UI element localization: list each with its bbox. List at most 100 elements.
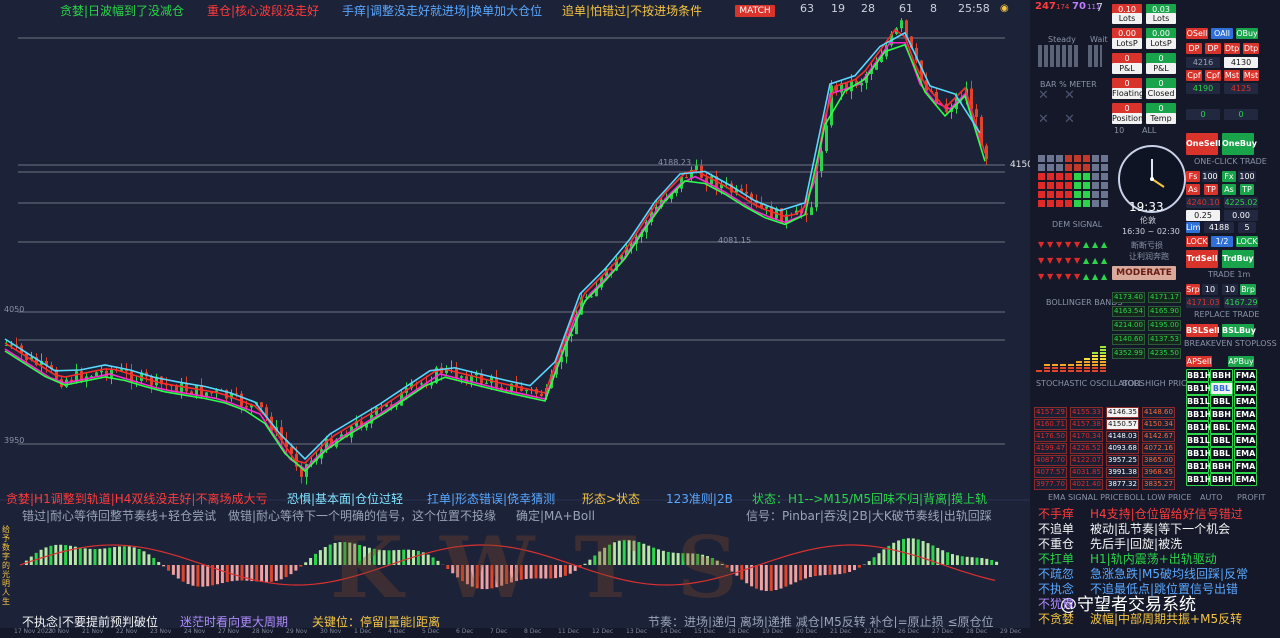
price-field-g[interactable]: 4171.03: [1186, 297, 1220, 308]
mid-rule-2: 恐惧|基本面|仓位过轻: [287, 492, 404, 506]
bb-toggle-button[interactable]: EMA: [1234, 395, 1257, 408]
fx-button[interactable]: Fx: [1222, 171, 1236, 182]
bb-toggle-button[interactable]: FMA: [1234, 369, 1257, 382]
fs-value[interactable]: 100: [1202, 171, 1218, 182]
price-field-b[interactable]: 4130: [1224, 57, 1258, 68]
bb-toggle-button[interactable]: BB1H: [1186, 369, 1212, 382]
bb-toggle-button[interactable]: BB1H: [1186, 382, 1212, 395]
fx-value[interactable]: 100: [1238, 171, 1256, 182]
zero-field-b[interactable]: 0: [1224, 109, 1258, 120]
bb-toggle-button[interactable]: BBL: [1210, 395, 1233, 408]
ap-buy-button[interactable]: APBuy: [1228, 356, 1254, 367]
bb-toggle-button[interactable]: BB1H: [1186, 460, 1212, 473]
dtp-button-b[interactable]: Dtp: [1243, 43, 1259, 54]
signal-cell: [1074, 191, 1081, 198]
bb-toggle-button[interactable]: BBH: [1210, 460, 1233, 473]
bb-toggle-button[interactable]: BB1H: [1186, 421, 1212, 434]
trd-sell-button[interactable]: TrdSell: [1186, 250, 1218, 268]
candle-body: [225, 389, 228, 399]
bb-toggle-button[interactable]: BB1H: [1186, 447, 1212, 460]
osell-button[interactable]: OSell: [1186, 28, 1208, 39]
price-chart[interactable]: 贪婪|日波幅到了没减仓 重仓|核心波段没走好 手痒|调整没走好就进场|换单加大仓…: [0, 0, 1030, 628]
mst-button-b[interactable]: Mst: [1243, 70, 1259, 81]
one-buy-button[interactable]: OneBuy: [1222, 133, 1257, 155]
lock-buy-button[interactable]: LOCK: [1236, 236, 1258, 247]
bb-toggle-button[interactable]: BB1H: [1186, 473, 1212, 486]
bb-toggle-button[interactable]: EMA: [1234, 421, 1257, 434]
ap-sell-button[interactable]: APSell: [1186, 356, 1212, 367]
closed-button[interactable]: Closed: [1146, 88, 1176, 99]
pl-button-a[interactable]: P&L: [1112, 63, 1142, 74]
bb-toggle-button[interactable]: BBH: [1210, 473, 1233, 486]
trd-buy-button[interactable]: TrdBuy: [1222, 250, 1254, 268]
lim-count[interactable]: 5: [1238, 222, 1256, 233]
lots-value-a[interactable]: 0.10: [1112, 4, 1142, 15]
tp-buy-button[interactable]: TP: [1240, 184, 1254, 195]
price-field-f[interactable]: 4225.02: [1224, 197, 1258, 208]
ma-line-cyan: [4, 31, 981, 461]
bb-toggle-button[interactable]: EMA: [1234, 408, 1257, 421]
bb-toggle-button[interactable]: BB1L: [1186, 395, 1210, 408]
lots-button-b[interactable]: Lots: [1146, 13, 1176, 24]
dtp-button-a[interactable]: Dtp: [1224, 43, 1240, 54]
mst-button-a[interactable]: Mst: [1224, 70, 1240, 81]
obuy-button[interactable]: OBuy: [1236, 28, 1258, 39]
lim-price[interactable]: 4188: [1204, 222, 1234, 233]
bb-toggle-button[interactable]: EMA: [1234, 447, 1257, 460]
lots-value-b[interactable]: 0.03: [1146, 4, 1176, 15]
tp-sell-button[interactable]: TP: [1204, 184, 1218, 195]
position-button[interactable]: Position: [1112, 113, 1144, 124]
cpf-button-b[interactable]: Cpf: [1205, 70, 1221, 81]
cpf-button-a[interactable]: Cpf: [1186, 70, 1202, 81]
candle-body: [230, 393, 233, 399]
price-field-h[interactable]: 4167.29: [1224, 297, 1258, 308]
bb-toggle-button[interactable]: BBL: [1210, 447, 1233, 460]
price-field-d[interactable]: 4125: [1224, 83, 1258, 94]
bb-toggle-button[interactable]: BBL: [1210, 382, 1233, 395]
price-field-c[interactable]: 4190: [1186, 83, 1220, 94]
oscillator-bar: [652, 547, 656, 565]
bb-toggle-button[interactable]: EMA: [1234, 434, 1257, 447]
srp-button[interactable]: Srp: [1186, 284, 1200, 295]
as-buy-button[interactable]: As: [1222, 184, 1236, 195]
lotsp-button-a[interactable]: LotsP: [1112, 38, 1142, 49]
bb-toggle-button[interactable]: FMA: [1234, 460, 1257, 473]
lotsp-value-b[interactable]: 0.00: [1146, 28, 1176, 39]
bb-toggle-button[interactable]: BBL: [1210, 434, 1233, 447]
bb-toggle-button[interactable]: EMA: [1234, 473, 1257, 486]
srp-value[interactable]: 10: [1202, 284, 1218, 295]
half-button[interactable]: 1/2: [1211, 236, 1233, 247]
oscillator-bar: [137, 548, 141, 565]
bsl-sell-button[interactable]: BSLSell: [1186, 324, 1220, 337]
bb-toggle-button[interactable]: BBH: [1210, 408, 1233, 421]
bb-toggle-button[interactable]: BB1L: [1186, 434, 1210, 447]
brp-value[interactable]: 10: [1222, 284, 1238, 295]
dp-sell-button[interactable]: DP: [1186, 43, 1202, 54]
price-field-a[interactable]: 4216: [1186, 57, 1220, 68]
bb-toggle-button[interactable]: BBH: [1210, 369, 1233, 382]
lim-button[interactable]: Lim: [1186, 222, 1201, 233]
bb-toggle-button[interactable]: BB1H: [1186, 408, 1212, 421]
price-field-e[interactable]: 4240.10: [1186, 197, 1220, 208]
match-button[interactable]: MATCH: [735, 5, 775, 17]
as-button[interactable]: As: [1186, 184, 1200, 195]
dp-button[interactable]: DP: [1205, 43, 1221, 54]
zero-field-a[interactable]: 0: [1186, 109, 1220, 120]
qty-field-a[interactable]: 0.25: [1186, 210, 1220, 221]
one-sell-button[interactable]: OneSell: [1186, 133, 1221, 155]
stat-5: 8: [930, 2, 937, 15]
bb-toggle-button[interactable]: FMA: [1234, 382, 1257, 395]
fs-button[interactable]: Fs: [1186, 171, 1200, 182]
bb-toggle-button[interactable]: BBL: [1210, 421, 1233, 434]
oall-button[interactable]: OAll: [1211, 28, 1233, 39]
qty-field-b[interactable]: 0.00: [1224, 210, 1258, 221]
pl-button-b[interactable]: P&L: [1146, 63, 1176, 74]
lock-sell-button[interactable]: LOCK: [1186, 236, 1208, 247]
lots-button-a[interactable]: Lots: [1112, 13, 1142, 24]
lotsp-value-a[interactable]: 0.00: [1112, 28, 1142, 39]
floating-button[interactable]: Floating: [1112, 88, 1145, 99]
lotsp-button-b[interactable]: LotsP: [1146, 38, 1176, 49]
brp-button[interactable]: Brp: [1240, 284, 1256, 295]
bsl-buy-button[interactable]: BSLBuy: [1222, 324, 1256, 337]
temp-button[interactable]: Temp: [1146, 113, 1176, 124]
